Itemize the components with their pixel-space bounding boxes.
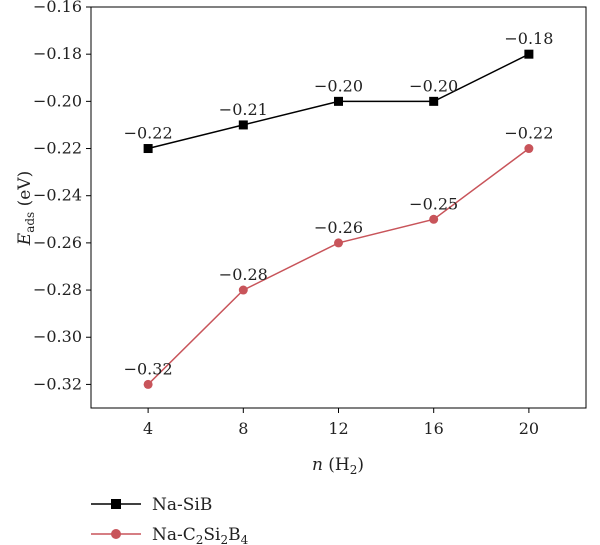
y-axis-title: Eads (eV)	[15, 171, 37, 246]
axis-ticks: −0.16 −0.18 −0.20 −0.22 −0.24 −0.26 −0.28 −0.30…	[33, 0, 539, 438]
data-point	[334, 96, 343, 106]
y-tick-label: −0.24	[33, 186, 82, 205]
data-label: −0.25	[409, 194, 458, 213]
data-label: −0.32	[124, 359, 173, 378]
data-label: −0.20	[409, 76, 458, 95]
y-tick-label: −0.16	[33, 0, 82, 16]
x-tick-label: 16	[424, 419, 444, 438]
x-axis-title: n (H2)	[312, 455, 364, 477]
data-labels: −0.22 −0.21 −0.20 −0.20 −0.18 −0.32 −0.28 −0.26…	[124, 29, 554, 378]
x-tick-label: 12	[328, 419, 348, 438]
legend-item-na-c2si2b4: Na-C2Si2B4	[91, 525, 249, 545]
data-label: −0.26	[314, 218, 363, 237]
data-point	[524, 49, 534, 59]
y-tick-label: −0.28	[33, 280, 82, 299]
data-point	[238, 285, 248, 295]
legend-marker-na-c2si2b4	[111, 529, 121, 539]
x-tick-label: 4	[143, 419, 153, 438]
series-line-1	[147, 147, 530, 385]
data-point	[143, 144, 153, 154]
data-label: −0.28	[219, 265, 268, 284]
data-point	[143, 379, 153, 389]
y-tick-label: −0.18	[33, 44, 82, 63]
data-point	[334, 238, 343, 248]
legend-marker-na-sib	[111, 499, 121, 509]
plot-frame	[90, 6, 587, 409]
data-point	[429, 96, 439, 106]
data-label: −0.20	[314, 76, 363, 95]
data-label: −0.22	[124, 124, 173, 143]
legend-label-na-c2si2b4: Na-C2Si2B4	[152, 525, 249, 545]
y-tick-label: −0.22	[33, 139, 82, 158]
data-label: −0.22	[504, 124, 553, 143]
y-tick-label: −0.26	[33, 233, 82, 252]
legend: Na-SiB Na-C2Si2B4	[91, 495, 249, 545]
y-tick-label: −0.20	[33, 91, 82, 110]
data-point	[524, 144, 534, 154]
x-tick-label: 8	[238, 419, 248, 438]
data-label: −0.18	[504, 29, 553, 48]
data-point	[238, 120, 248, 130]
legend-item-na-sib: Na-SiB	[91, 495, 212, 515]
x-tick-label: 20	[519, 419, 539, 438]
legend-label-na-sib: Na-SiB	[152, 495, 212, 515]
data-point	[429, 214, 439, 224]
y-tick-label: −0.32	[33, 374, 82, 393]
series-markers	[143, 49, 534, 389]
data-label: −0.21	[219, 100, 268, 119]
y-tick-label: −0.30	[33, 327, 82, 346]
